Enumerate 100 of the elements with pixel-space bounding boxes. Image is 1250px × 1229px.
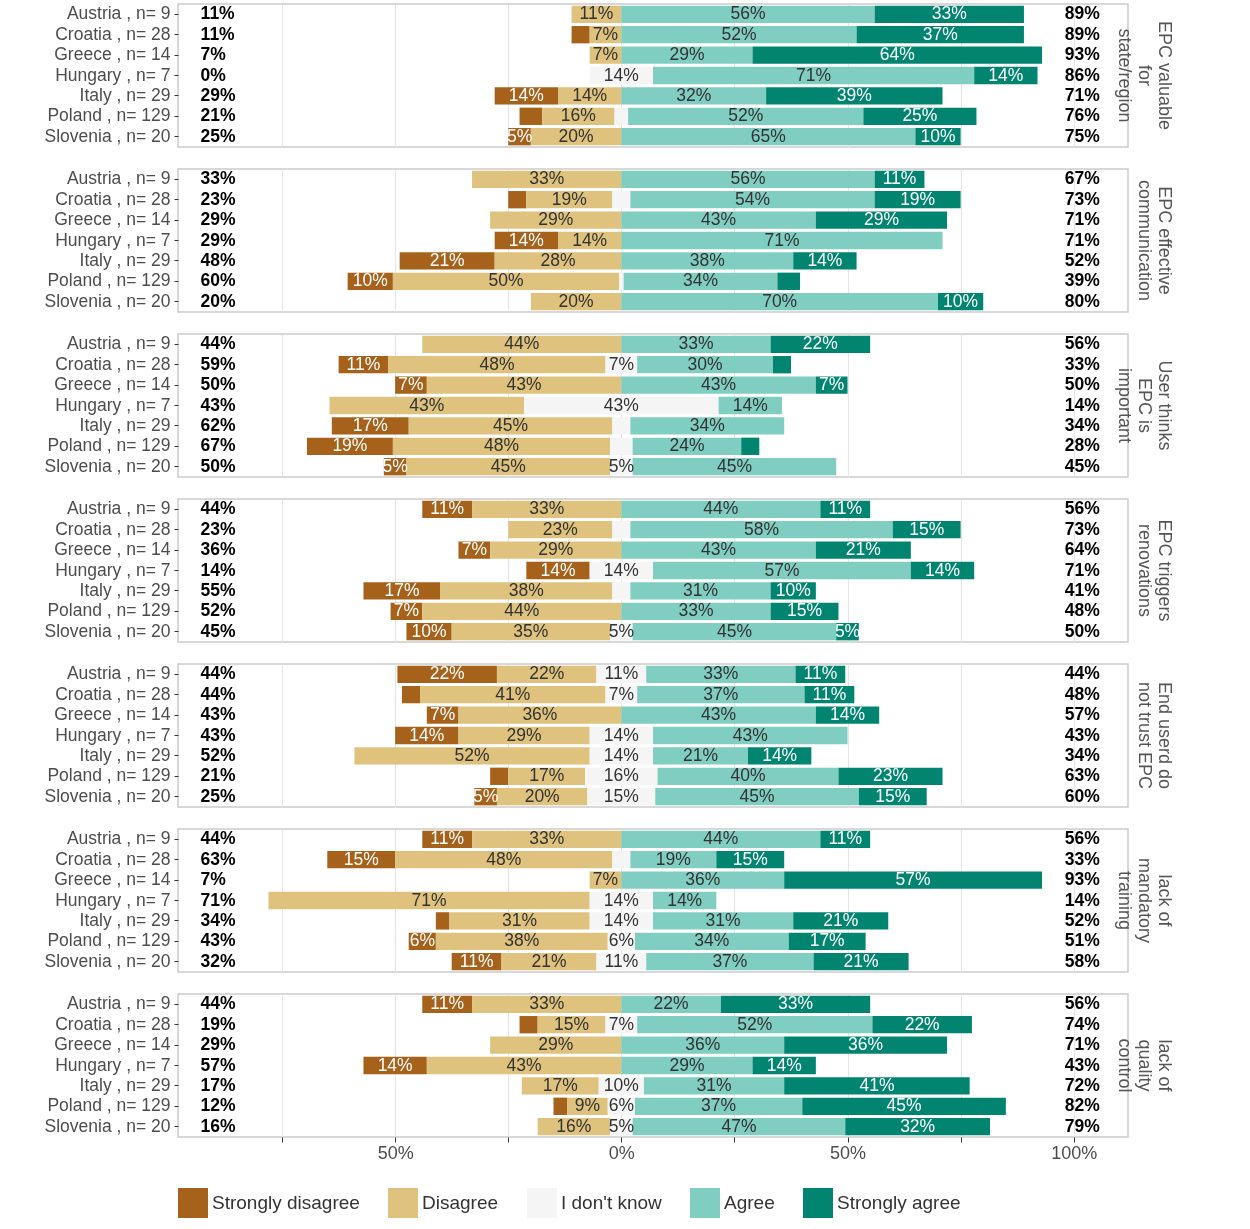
data-label: 5% [834, 620, 861, 641]
bar [508, 191, 527, 209]
data-label: 44% [703, 828, 739, 849]
y-tick-label: Greece , n= 14 [54, 1034, 171, 1055]
bar [630, 582, 771, 600]
data-label: 21% [682, 744, 719, 765]
data-label: 10% [920, 125, 956, 146]
y-tick-label: Austria , n= 9 [66, 168, 171, 189]
y-tick-label: Poland , n= 129 [47, 105, 171, 126]
data-label: 15% [603, 785, 639, 806]
annotation: 23% [200, 518, 237, 539]
data-label: 45% [739, 785, 775, 806]
annotation: 72% [1064, 1074, 1101, 1095]
y-tick-label: Italy , n= 29 [79, 744, 171, 765]
bar [435, 912, 450, 930]
data-label: 22% [429, 663, 465, 684]
annotation: 44% [200, 683, 237, 704]
bar [766, 87, 943, 105]
bar [388, 356, 606, 374]
annotation: 14% [1064, 394, 1101, 415]
data-label: 54% [735, 188, 771, 209]
data-label: 31% [696, 1074, 732, 1095]
data-label: 14% [603, 909, 639, 930]
bar [422, 602, 622, 620]
annotation: 45% [200, 620, 237, 641]
data-label: 31% [502, 909, 538, 930]
annotation: 44% [200, 498, 237, 519]
data-label: 45% [886, 1095, 922, 1116]
x-tick-label: 0% [608, 1142, 635, 1163]
data-label: 15% [343, 848, 379, 869]
y-tick-label: Hungary , n= 7 [55, 229, 171, 250]
y-tick-label: Austria , n= 9 [66, 333, 171, 354]
legend-label: I don't know [561, 1192, 663, 1213]
data-label: 50% [488, 270, 524, 291]
data-label: 14% [807, 249, 843, 270]
y-tick-label: Greece , n= 14 [54, 704, 171, 725]
data-label: 22% [904, 1013, 940, 1034]
annotation: 67% [200, 435, 237, 456]
annotation: 17% [200, 1074, 237, 1095]
bar [426, 376, 622, 394]
bar [630, 191, 875, 209]
data-label: 41% [495, 683, 531, 704]
y-tick-label: Austria , n= 9 [66, 3, 171, 24]
y-tick-label: Greece , n= 14 [54, 209, 171, 230]
annotation: 43% [200, 930, 237, 951]
legend-label: Agree [724, 1192, 775, 1213]
text: lack of mandatory training [1115, 857, 1175, 944]
data-label: 52% [454, 744, 490, 765]
y-tick-label: Slovenia , n= 20 [44, 1115, 171, 1136]
bar [621, 231, 943, 250]
data-label: 15% [732, 848, 768, 869]
data-label: 7% [393, 600, 420, 621]
data-label: 48% [479, 353, 515, 374]
bar [458, 706, 622, 724]
annotation: 21% [200, 765, 237, 786]
data-label: 43% [701, 209, 737, 230]
annotation: 25% [200, 125, 237, 146]
y-tick-label: Slovenia , n= 20 [44, 785, 171, 806]
annotation: 34% [1064, 414, 1101, 435]
data-label: 21% [845, 539, 881, 560]
data-label: 19% [900, 188, 936, 209]
annotation: 67% [1064, 168, 1101, 189]
bar [395, 851, 613, 869]
data-label: 6% [608, 930, 634, 951]
data-label: 33% [931, 3, 967, 24]
data-label: 15% [875, 785, 911, 806]
data-label: 10% [775, 579, 811, 600]
bar [519, 107, 543, 125]
y-tick-label: Hungary , n= 7 [55, 559, 171, 580]
data-label: 52% [728, 105, 764, 126]
y-tick-label: Croatia , n= 28 [55, 188, 171, 209]
text: EPC valuable for state/region [1115, 20, 1175, 131]
data-label: 14% [540, 559, 576, 580]
data-label: 43% [603, 394, 639, 415]
data-label: 7% [608, 683, 634, 704]
data-label: 33% [529, 828, 565, 849]
data-label: 43% [506, 1054, 542, 1075]
data-label: 31% [682, 579, 719, 600]
text: User thinks EPC is important [1115, 360, 1175, 451]
data-label: 14% [667, 889, 703, 910]
bar [440, 582, 613, 600]
data-label: 14% [762, 744, 798, 765]
bar [621, 293, 938, 311]
data-label: 19% [551, 188, 587, 209]
data-label: 24% [669, 435, 705, 456]
data-label: 19% [655, 848, 691, 869]
data-label: 23% [872, 765, 909, 786]
bar [802, 1097, 1006, 1115]
bar [772, 356, 791, 374]
bar [426, 1056, 622, 1075]
annotation: 48% [1064, 683, 1101, 704]
annotation: 45% [1064, 455, 1101, 476]
bar [612, 582, 631, 600]
data-label: 7% [592, 869, 619, 890]
data-label: 31% [705, 909, 741, 930]
annotation: 89% [1064, 23, 1101, 44]
bar [553, 1097, 568, 1115]
data-label: 20% [524, 785, 560, 806]
data-label: 10% [943, 290, 979, 311]
data-label: 29% [538, 209, 574, 230]
